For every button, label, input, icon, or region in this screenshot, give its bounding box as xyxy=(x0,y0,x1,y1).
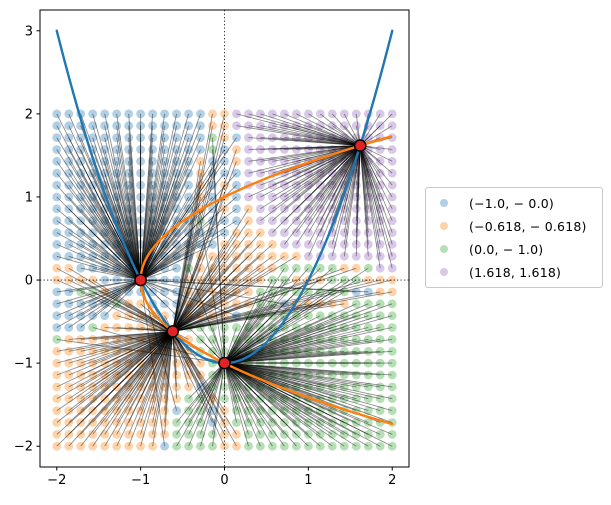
zero-axlines xyxy=(40,10,409,467)
y-tick-label: −1 xyxy=(14,357,33,372)
y-tick-label: 3 xyxy=(25,24,33,39)
y-tick-label: 2 xyxy=(25,107,33,122)
y-tick-label: 0 xyxy=(25,274,33,289)
legend-marker-icon xyxy=(440,268,448,276)
legend-entry: (−1.0, − 0.0) xyxy=(426,192,602,214)
root-marker xyxy=(218,356,231,370)
x-tick-label: −2 xyxy=(47,473,66,488)
legend: (−1.0, − 0.0) (−0.618, − 0.618) (0.0, − 1.… xyxy=(425,187,603,288)
x-tick-label: 2 xyxy=(388,473,396,488)
legend-marker-icon xyxy=(440,245,448,253)
legend-marker-icon xyxy=(440,199,448,207)
root-marker xyxy=(353,139,367,152)
legend-entry-label: (−1.0, − 0.0) xyxy=(469,195,554,211)
axes-frame: −2 −1 0 1 2 −2 −1 0 1 2 3 xyxy=(14,9,410,488)
root-marker xyxy=(166,325,179,338)
legend-entry: (0.0, − 1.0) xyxy=(426,238,602,260)
x-tick-label: 1 xyxy=(304,473,312,488)
legend-entry-label: (0.0, − 1.0) xyxy=(469,241,544,257)
legend-entry-label: (−0.618, − 0.618) xyxy=(469,218,587,234)
legend-entry: (1.618, 1.618) xyxy=(426,261,602,283)
initial-point-dots xyxy=(52,109,397,451)
legend-entry: (−0.618, − 0.618) xyxy=(426,215,602,237)
legend-entry-label: (1.618, 1.618) xyxy=(469,264,562,280)
x-tick-label: 0 xyxy=(220,473,228,488)
root-marker xyxy=(134,273,147,287)
y-tick-label: 1 xyxy=(25,190,33,205)
legend-marker-icon xyxy=(440,222,448,230)
y-tick-label: −2 xyxy=(14,440,33,455)
root-markers xyxy=(134,139,367,370)
x-tick-label: −1 xyxy=(131,473,150,488)
